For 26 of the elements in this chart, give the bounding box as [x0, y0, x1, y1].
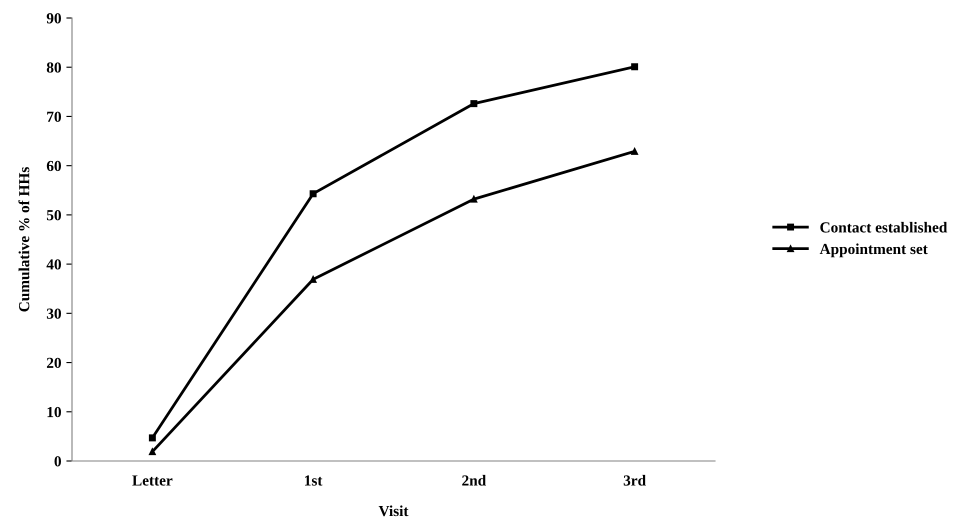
y-tick-label: 30	[46, 308, 61, 319]
y-tick-label: 10	[48, 406, 61, 418]
point	[310, 276, 317, 283]
point	[310, 190, 317, 198]
point	[470, 100, 478, 108]
y-axis-title: Cumulative % of HHs	[18, 167, 30, 312]
point	[470, 196, 478, 203]
y-tick-label: 40	[46, 259, 61, 270]
x-tick-label: 2nd	[462, 474, 486, 486]
point	[631, 148, 638, 155]
x-tick-label: 3rd	[624, 474, 646, 486]
x-tick-label: 1st	[305, 475, 322, 486]
legend-label: Contact established	[820, 222, 948, 233]
y-tick-label: 50	[46, 210, 61, 220]
y-tick-label: 70	[47, 112, 61, 122]
legend-label: Appointment set	[820, 243, 928, 258]
x-tick-label: Letter	[132, 475, 172, 486]
point	[148, 434, 156, 442]
y-tick-label: 0	[54, 456, 61, 466]
y-tick-label: 90	[46, 13, 61, 24]
y-tick-label: 60	[46, 160, 61, 172]
y-tick-label: 20	[46, 358, 61, 368]
point	[148, 448, 156, 456]
x-axis-title: Visit	[378, 505, 408, 516]
point	[631, 63, 638, 70]
y-tick-label: 80	[46, 62, 61, 73]
